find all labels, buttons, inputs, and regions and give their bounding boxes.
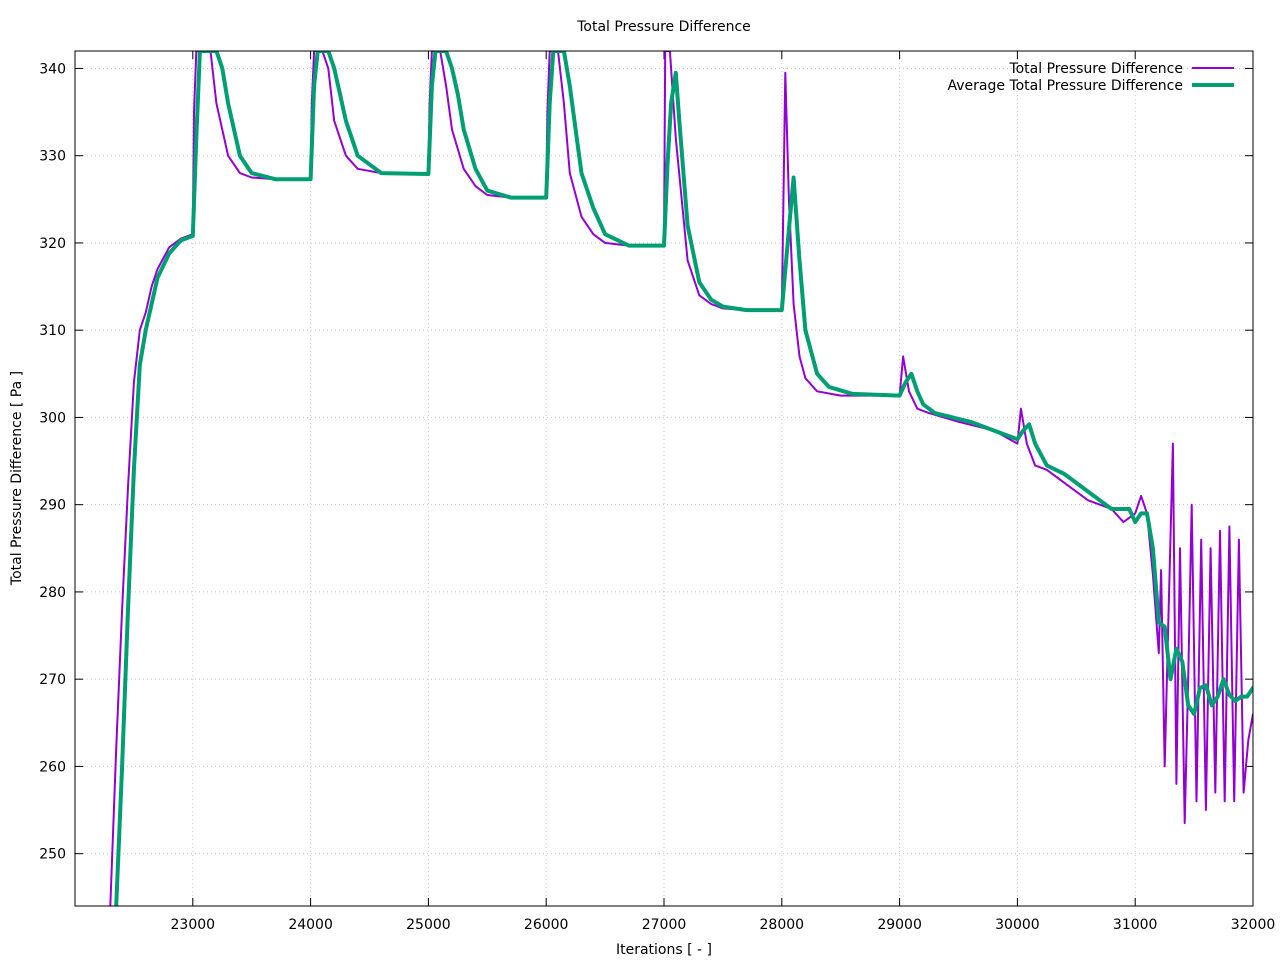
legend-label: Total Pressure Difference [1008,61,1183,77]
y-tick-label: 270 [39,672,66,688]
y-tick-label: 330 [39,149,66,165]
y-tick-label: 280 [39,585,66,601]
series-line-total-pressure-difference [109,51,1253,906]
y-tick-label: 310 [39,323,66,339]
x-tick-label: 24000 [288,917,333,933]
x-tick-label: 26000 [524,917,569,933]
plot-frame [74,50,1254,907]
y-axis-label: Total Pressure Difference [ Pa ] [9,371,25,586]
y-tick-label: 290 [39,498,66,514]
x-tick-label: 30000 [995,917,1040,933]
y-tick-label: 260 [39,759,66,775]
tick-labels: 23000 24000 25000 26000 27000 28000 29000 30000… [39,61,1275,933]
legend-label: Average Total Pressure Difference [948,78,1184,94]
x-tick-label: 27000 [642,917,687,933]
x-tick-label: 29000 [877,917,922,933]
y-tick-label: 340 [39,61,66,77]
series-line-average-total-pressure-difference [114,51,1253,906]
x-tick-label: 28000 [760,917,805,933]
x-tick-label: 31000 [1113,917,1158,933]
series-lines [109,51,1253,906]
x-tick-label: 32000 [1231,917,1276,933]
tick-marks [75,51,1254,906]
y-tick-label: 250 [39,847,66,863]
x-axis-label: Iterations [ - ] [616,942,712,958]
x-tick-label: 25000 [406,917,451,933]
y-tick-label: 300 [39,410,66,426]
chart-title: Total Pressure Difference [576,19,751,35]
x-tick-label: 23000 [171,917,216,933]
y-tick-label: 320 [39,236,66,252]
